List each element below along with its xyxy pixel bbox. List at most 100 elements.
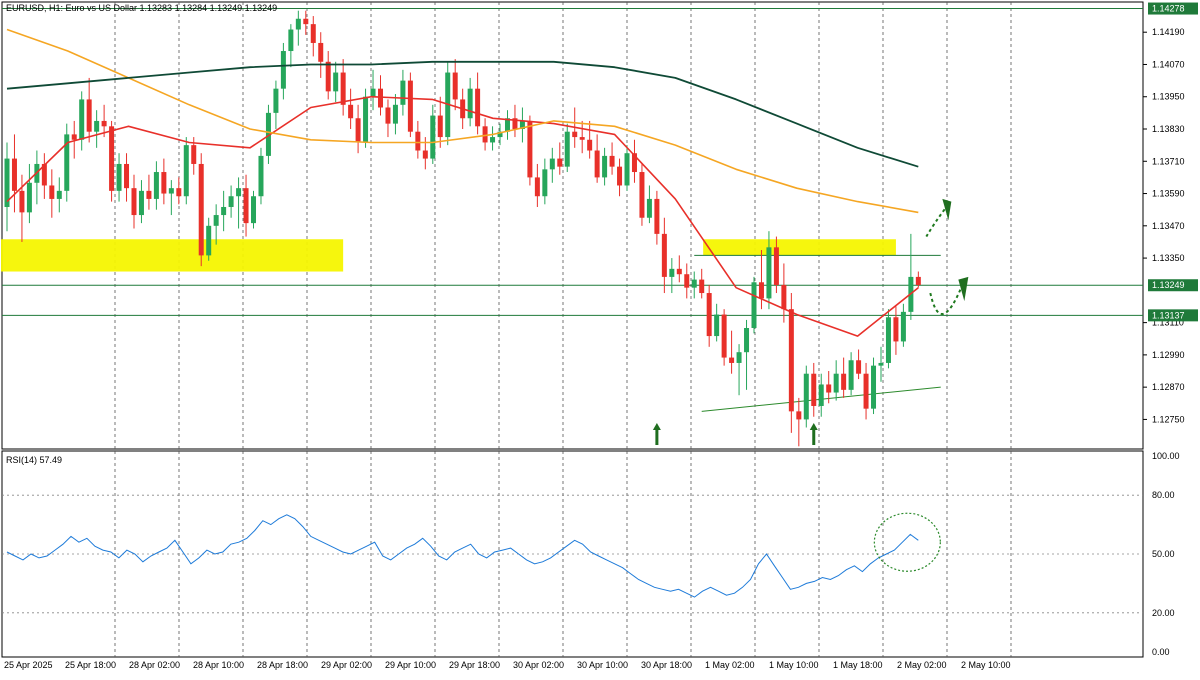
candle-body bbox=[288, 29, 294, 52]
price-tag-label: 1.13137 bbox=[1152, 310, 1185, 320]
candle-body bbox=[811, 373, 817, 406]
candle-body bbox=[400, 80, 406, 105]
rsi-tick-label: 50.00 bbox=[1152, 549, 1175, 559]
candle-body bbox=[198, 163, 204, 256]
candle-body bbox=[475, 88, 481, 127]
candle-body bbox=[109, 126, 115, 191]
candle-body bbox=[684, 274, 690, 288]
candle-body bbox=[773, 247, 779, 285]
candle-body bbox=[161, 172, 167, 194]
candle-body bbox=[206, 225, 212, 256]
candle-body bbox=[385, 107, 391, 124]
time-axis-label: 1 May 10:00 bbox=[769, 660, 819, 670]
price-tick-label: 1.12990 bbox=[1152, 350, 1185, 360]
candle-body bbox=[617, 166, 623, 186]
candle-body bbox=[191, 145, 197, 164]
moving-average-line bbox=[6, 60, 919, 168]
candle-body bbox=[251, 196, 257, 224]
candle-body bbox=[370, 88, 376, 97]
price-tick-label: 1.12750 bbox=[1152, 414, 1185, 424]
candle-body bbox=[325, 61, 331, 92]
rsi-tick-label: 80.00 bbox=[1152, 490, 1175, 500]
projection-arrowhead bbox=[942, 198, 952, 221]
candle-body bbox=[131, 188, 137, 216]
bullish-projection-arrow bbox=[925, 206, 948, 238]
candle-body bbox=[504, 118, 510, 132]
price-tick-label: 1.13110 bbox=[1152, 318, 1184, 328]
candle-body bbox=[168, 188, 174, 194]
candle-body bbox=[497, 131, 503, 138]
candle-body bbox=[280, 51, 286, 89]
candle-body bbox=[796, 411, 802, 420]
time-axis-label: 28 Apr 10:00 bbox=[193, 660, 244, 670]
candle-body bbox=[64, 134, 70, 191]
candle-body bbox=[729, 357, 735, 363]
candle-body bbox=[153, 172, 159, 199]
candle-body bbox=[452, 72, 458, 100]
candle-body bbox=[355, 118, 361, 143]
candle-body bbox=[594, 150, 600, 178]
candle-body bbox=[258, 155, 264, 197]
price-pane-frame bbox=[1, 1, 1144, 450]
time-axis-label: 28 Apr 18:00 bbox=[257, 660, 308, 670]
price-tick-label: 1.13950 bbox=[1152, 92, 1185, 102]
candle-body bbox=[273, 88, 279, 113]
time-axis-label: 25 Apr 2025 bbox=[4, 660, 53, 670]
candle-body bbox=[587, 139, 593, 151]
candle-body bbox=[101, 120, 107, 127]
candle-body bbox=[758, 282, 764, 299]
price-tick-label: 1.14190 bbox=[1152, 27, 1185, 37]
candle-body bbox=[691, 279, 697, 288]
candle-body bbox=[333, 72, 339, 92]
candle-body bbox=[639, 172, 645, 218]
rsi-tick-label: 100.00 bbox=[1152, 451, 1180, 461]
candle-body bbox=[318, 42, 324, 62]
candle-body bbox=[631, 153, 637, 173]
bounce-arrow-head bbox=[809, 423, 818, 430]
candle-body bbox=[841, 373, 847, 390]
candle-body bbox=[49, 185, 55, 199]
candle-body bbox=[654, 198, 660, 234]
candle-body bbox=[826, 384, 832, 393]
candle-body bbox=[11, 158, 17, 191]
pullback-arrowhead bbox=[958, 276, 969, 302]
candle-body bbox=[564, 131, 570, 167]
candle-body bbox=[803, 373, 809, 420]
candle-body bbox=[19, 190, 25, 213]
support-resistance-zone bbox=[703, 239, 896, 256]
time-axis-label: 25 Apr 18:00 bbox=[65, 660, 116, 670]
candle-body bbox=[116, 163, 122, 191]
rsi-header: RSI(14) 57.49 bbox=[6, 455, 63, 465]
candle-body bbox=[579, 137, 585, 140]
candle-body bbox=[893, 317, 899, 342]
candle-body bbox=[848, 360, 854, 390]
candle-body bbox=[228, 196, 234, 207]
candle-body bbox=[363, 96, 369, 143]
support-resistance-zone bbox=[1, 239, 344, 272]
time-axis-label: 29 Apr 10:00 bbox=[385, 660, 436, 670]
candle-body bbox=[676, 268, 682, 275]
time-axis-label: 2 May 02:00 bbox=[897, 660, 947, 670]
candle-body bbox=[661, 233, 667, 277]
candle-body bbox=[490, 137, 496, 143]
time-axis-label: 30 Apr 18:00 bbox=[641, 660, 692, 670]
candle-body bbox=[878, 362, 884, 366]
candle-body bbox=[714, 314, 720, 337]
candle-body bbox=[542, 169, 548, 197]
candle-body bbox=[176, 188, 182, 197]
candle-body bbox=[430, 115, 436, 159]
time-axis-label: 28 Apr 02:00 bbox=[129, 660, 180, 670]
time-axis-label: 29 Apr 02:00 bbox=[321, 660, 372, 670]
candle-body bbox=[744, 327, 750, 353]
candle-body bbox=[863, 373, 869, 409]
candle-body bbox=[295, 18, 301, 30]
candle-body bbox=[138, 190, 144, 216]
bounce-arrow-head bbox=[652, 423, 661, 430]
price-tag-box bbox=[1148, 2, 1198, 15]
candle-body bbox=[265, 112, 271, 156]
price-tag-box bbox=[1148, 279, 1198, 292]
pullback-projection-arrow bbox=[929, 284, 964, 316]
candle-body bbox=[519, 120, 525, 130]
